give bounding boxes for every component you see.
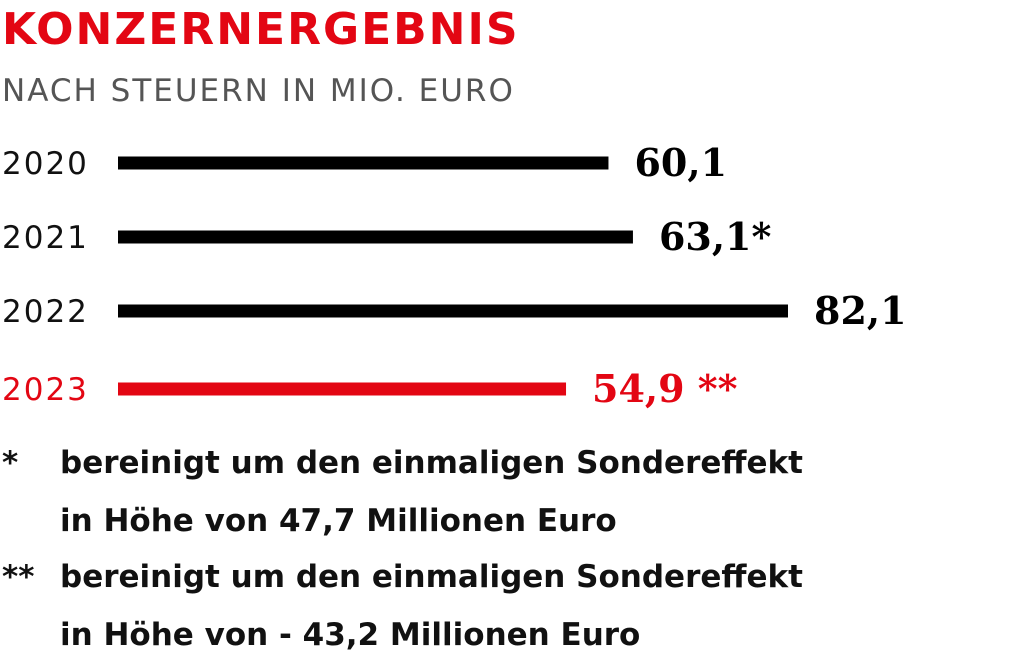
footnote-2-line-1: bereinigt um den einmaligen Sondereffekt (60, 559, 803, 595)
value-label-2021: 63,1* (659, 214, 772, 259)
footnote-2-line-2: in Höhe von - 43,2 Millionen Euro (60, 617, 641, 653)
bar-chart: 2020 60,1 2021 63,1* 2022 82,1 2023 54,9 ** (2, 140, 907, 411)
bar-2021 (118, 230, 633, 244)
footnote-2-mark: ** (2, 559, 35, 595)
value-label-2020: 60,1 (634, 140, 727, 185)
value-label-2023: 54,9 ** (592, 366, 738, 411)
footnote-1-line-2: in Höhe von 47,7 Millionen Euro (60, 503, 617, 539)
year-label-2021: 2021 (2, 220, 89, 256)
bar-2020 (118, 156, 609, 170)
year-label-2020: 2020 (2, 146, 89, 182)
chart-title: KONZERNERGEBNIS (2, 4, 520, 55)
bar-2023 (118, 382, 567, 396)
year-label-2022: 2022 (2, 294, 89, 330)
footnote-1-line-1: bereinigt um den einmaligen Sondereffekt (60, 445, 803, 481)
chart-subtitle: NACH STEUERN IN MIO. EURO (2, 73, 515, 109)
footnote-1-mark: * (2, 445, 19, 481)
year-label-2023: 2023 (2, 372, 89, 408)
bar-2022 (118, 304, 788, 318)
value-label-2022: 82,1 (814, 288, 907, 333)
